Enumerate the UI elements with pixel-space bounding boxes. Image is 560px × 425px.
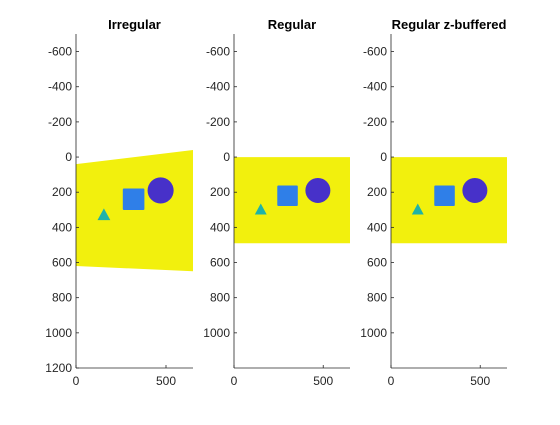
x-tick-label: 0 <box>388 374 395 388</box>
chart-panel-3: -600 -400 -200 0 200 400 600 800 1000 0 500 Regular… <box>360 17 507 388</box>
y-tick-label: 1000 <box>45 326 72 340</box>
y-tick-label: 200 <box>210 185 230 199</box>
y-tick-label: 1200 <box>45 361 72 375</box>
y-tick-label: 600 <box>210 256 230 270</box>
y-tick-label: 800 <box>52 291 72 305</box>
y-tick-label: 0 <box>65 150 72 164</box>
y-tick-label: 600 <box>367 256 387 270</box>
image-region <box>76 150 193 272</box>
y-tick-label: 0 <box>223 150 230 164</box>
y-tick-label: 200 <box>52 185 72 199</box>
square-shape <box>277 185 298 206</box>
circle-shape <box>462 177 488 203</box>
x-tick-label: 500 <box>470 374 490 388</box>
triangle-shape <box>97 208 111 221</box>
chart-panel-2: -600 -400 -200 0 200 400 600 800 1000 0 500 Regular <box>203 17 350 388</box>
x-tick-label: 500 <box>313 374 333 388</box>
y-tick-label: 600 <box>52 256 72 270</box>
y-tick-label: -200 <box>48 115 72 129</box>
y-tick-label: 800 <box>210 291 230 305</box>
square-shape <box>122 188 145 211</box>
y-tick-label: -600 <box>206 45 230 59</box>
chart-title: Regular z-buffered <box>392 17 507 32</box>
y-tick-label: 400 <box>52 220 72 234</box>
y-tick-label: 1000 <box>360 326 387 340</box>
y-tick-label: 1000 <box>203 326 230 340</box>
y-tick-label: 0 <box>380 150 387 164</box>
circle-shape <box>305 177 331 203</box>
x-tick-label: 500 <box>156 374 176 388</box>
y-tick-label: 200 <box>367 185 387 199</box>
y-tick-label: -400 <box>206 80 230 94</box>
square-shape <box>434 185 455 206</box>
triangle-shape <box>254 203 267 215</box>
y-tick-label: -400 <box>363 80 387 94</box>
triangle-shape <box>411 203 424 215</box>
y-tick-label: 400 <box>367 220 387 234</box>
chart-title: Irregular <box>108 17 161 32</box>
y-tick-label: -200 <box>363 115 387 129</box>
x-tick-label: 0 <box>231 374 238 388</box>
y-tick-label: -600 <box>48 45 72 59</box>
chart-title: Regular <box>268 17 316 32</box>
y-tick-label: -400 <box>48 80 72 94</box>
y-tick-label: -200 <box>206 115 230 129</box>
circle-shape <box>147 177 174 204</box>
x-tick-label: 0 <box>73 374 80 388</box>
y-tick-label: 400 <box>210 220 230 234</box>
y-tick-label: 800 <box>367 291 387 305</box>
y-tick-label: -600 <box>363 45 387 59</box>
